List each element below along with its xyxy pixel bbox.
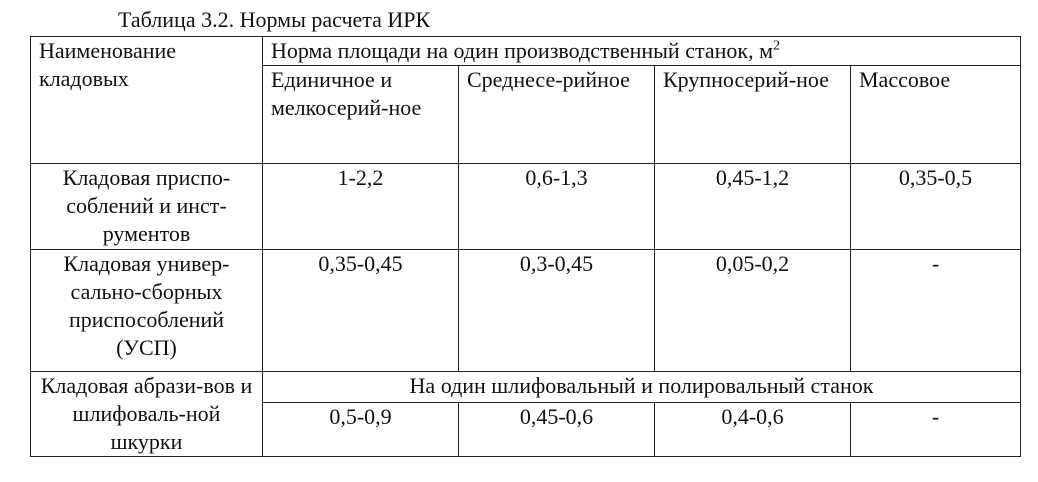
cell-value: 0,3-0,45	[458, 249, 655, 372]
cell-value: -	[850, 249, 1021, 372]
table-row: Кладовая универ-сально-сборных приспособ…	[30, 249, 1021, 372]
span-note: На один шлифовальный и полировальный ста…	[262, 371, 1021, 403]
cell-value: 0,35-0,5	[850, 163, 1021, 250]
cell-value: -	[850, 402, 1021, 457]
cell-value: 0,05-0,2	[654, 249, 851, 372]
row-name: Кладовая приспо-соблений и инст-рументов	[30, 163, 263, 250]
table-row: Кладовая приспо-соблений и инст-рументов…	[30, 163, 1021, 250]
table-row: 0,5-0,9 0,45-0,6 0,4-0,6 -	[31, 402, 1021, 457]
header-group-title: Норма площади на один производственный с…	[262, 36, 1021, 66]
unit-superscript: 2	[773, 38, 780, 54]
table-row: Кладовая абрази-вов и шлифоваль-ной шкур…	[30, 371, 1021, 457]
header-row-2: Единичное и мелкосерий-ное Среднесе-рийн…	[31, 65, 1021, 164]
cell-value: 0,45-1,2	[654, 163, 851, 250]
header-col-storerooms: Наименование кладовых	[30, 36, 263, 164]
cell-value: 1-2,2	[262, 163, 459, 250]
header-sub-medium: Среднесе-рийное	[458, 65, 655, 164]
row-name: Кладовая универ-сально-сборных приспособ…	[30, 249, 263, 372]
cell-value: 0,5-0,9	[262, 402, 459, 457]
cell-value: 0,45-0,6	[458, 402, 655, 457]
row-name: Кладовая абрази-вов и шлифоваль-ной шкур…	[30, 371, 263, 457]
cell-value: 0,4-0,6	[654, 402, 851, 457]
group-title-text: Норма площади на один производственный с…	[271, 38, 773, 63]
header-sub-mass: Массовое	[850, 65, 1021, 164]
header-sub-single: Единичное и мелкосерий-ное	[262, 65, 459, 164]
header-col-storerooms-label: Наименование кладовых	[39, 38, 177, 91]
cell-value: 0,35-0,45	[262, 249, 459, 372]
norms-table: Наименование кладовых Норма площади на о…	[30, 36, 1021, 457]
cell-value: 0,6-1,3	[458, 163, 655, 250]
table-caption: Таблица 3.2. Нормы расчета ИРК	[118, 7, 431, 32]
header-row-1: Наименование кладовых Норма площади на о…	[30, 36, 1021, 164]
header-sub-large: Крупносерий-ное	[654, 65, 851, 164]
